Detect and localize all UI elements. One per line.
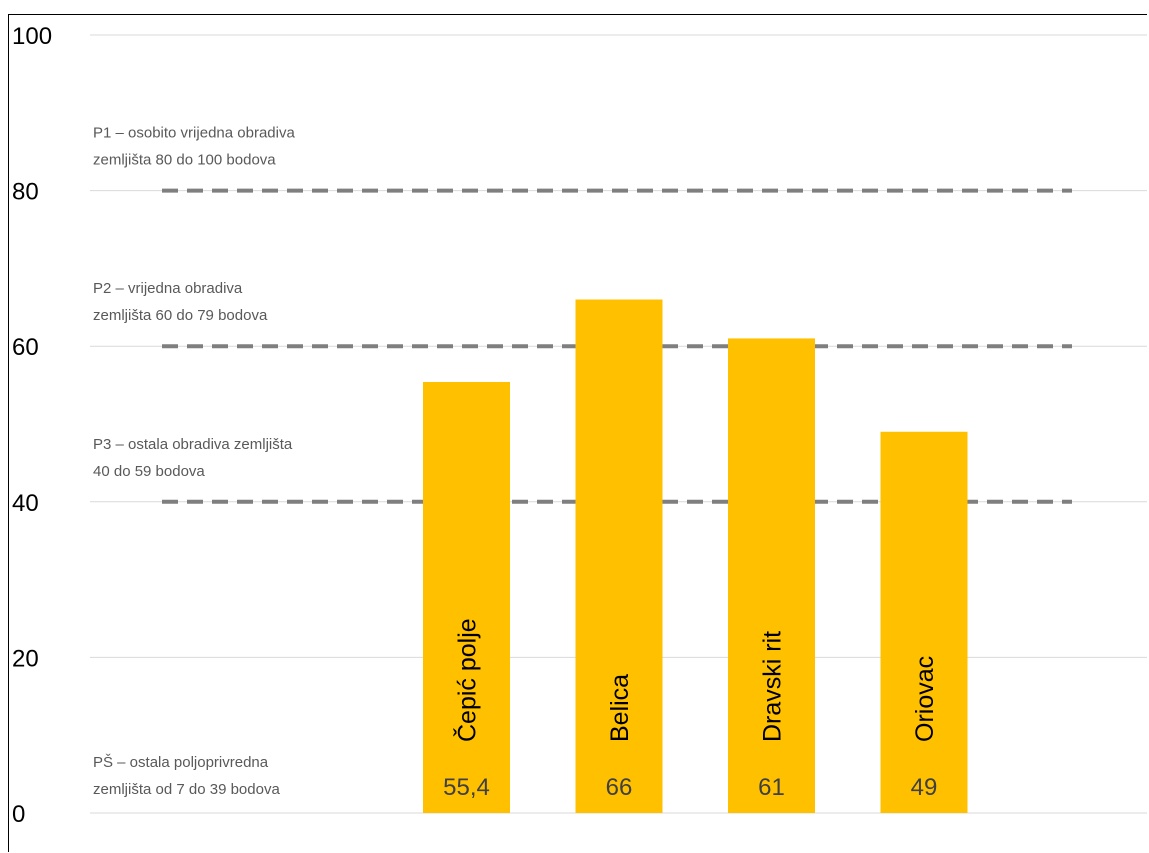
bar	[423, 381, 510, 813]
y-tick-label: 80	[12, 179, 39, 206]
bars	[423, 299, 968, 813]
data-label: 61	[758, 774, 785, 801]
zone-label: PŠ – ostala poljoprivredna	[93, 754, 269, 771]
y-tick-label: 100	[12, 23, 52, 50]
category-label: Belica	[606, 674, 634, 742]
data-label: 66	[606, 774, 633, 801]
zone-label: zemljišta 60 do 79 bodova	[93, 307, 268, 324]
chart-frame	[8, 14, 1147, 852]
y-tick-label: 0	[12, 801, 25, 828]
bar	[728, 338, 815, 813]
bar	[880, 431, 968, 813]
zone-label: zemljišta 80 do 100 bodova	[93, 152, 276, 169]
data-label: 55,4	[443, 774, 490, 801]
zone-label: P1 – osobito vrijedna obradiva	[93, 125, 295, 142]
category-label: Dravski rit	[759, 631, 787, 742]
bar	[575, 299, 663, 813]
y-tick-label: 40	[12, 490, 39, 517]
y-tick-label: 60	[12, 334, 39, 361]
data-label: 49	[911, 774, 938, 801]
category-label: Čepić polje	[453, 618, 482, 742]
zone-label: 40 do 59 bodova	[93, 463, 205, 480]
labels: 0 20 40 60 80 100 P1 – osobito vrijedna obradi…	[12, 23, 939, 828]
category-label: Oriovac	[911, 656, 939, 742]
zone-label: P2 – vrijedna obradiva	[93, 280, 243, 297]
zone-label: P3 – ostala obradiva zemljišta	[93, 436, 293, 453]
zone-label: zemljišta od 7 do 39 bodova	[93, 781, 280, 798]
y-tick-label: 20	[12, 645, 39, 672]
